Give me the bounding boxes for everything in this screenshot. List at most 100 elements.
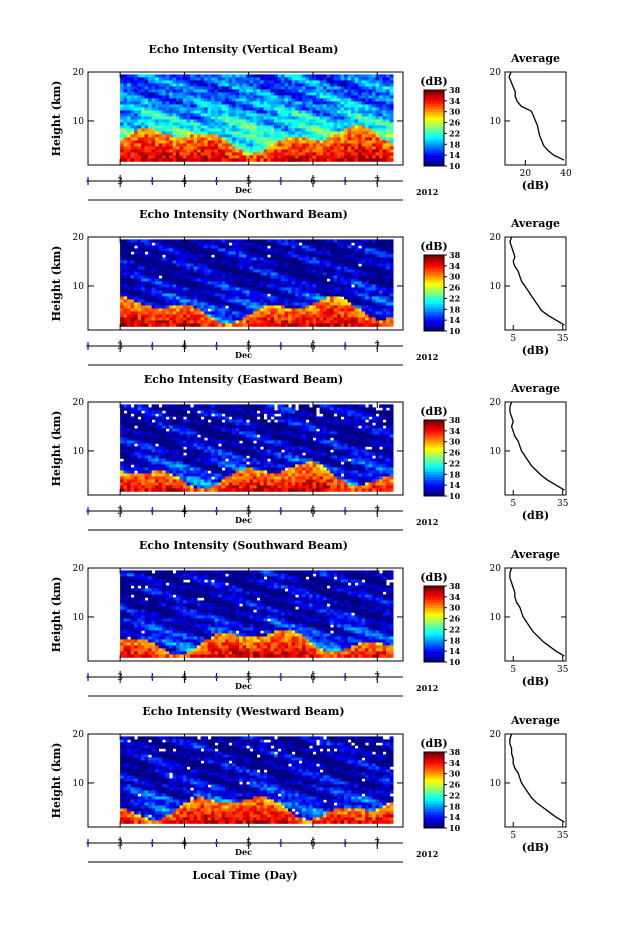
heatmap-cell: [172, 281, 177, 285]
heatmap-cell: [340, 266, 345, 270]
heatmap-cell: [249, 107, 254, 111]
heatmap-cell: [368, 131, 373, 135]
heatmap-cell: [148, 422, 152, 426]
heatmap-cell: [221, 86, 226, 90]
heatmap-cell: [211, 269, 215, 273]
heatmap-cell: [260, 278, 264, 282]
heatmap-cell: [179, 119, 184, 123]
heatmap-cell: [232, 239, 236, 243]
heatmap-cell: [218, 284, 222, 288]
heatmap-cell: [183, 260, 187, 264]
heatmap-cell: [200, 281, 205, 285]
heatmap-cell: [298, 323, 303, 327]
heatmap-cell: [302, 92, 306, 96]
heatmap-cell: [144, 77, 149, 81]
heatmap-cell: [151, 314, 156, 318]
colorbar-segment: [424, 125, 444, 129]
heatmap-cell: [207, 83, 212, 87]
heatmap-cell: [197, 128, 201, 132]
heatmap-cell: [190, 278, 194, 282]
heatmap-cell: [130, 92, 135, 96]
heatmap-cell: [134, 281, 138, 285]
heatmap-cell: [169, 284, 173, 288]
heatmap-cell: [288, 137, 292, 141]
heatmap-cell: [183, 113, 187, 117]
heatmap-cell: [256, 302, 261, 306]
heatmap-cell: [193, 257, 198, 261]
heatmap-cell: [281, 239, 285, 243]
heatmap-cell: [214, 254, 219, 258]
heatmap-cell: [169, 278, 173, 282]
heatmap-cell: [207, 242, 212, 246]
heatmap-cell: [298, 263, 303, 267]
heatmap-cell: [337, 125, 341, 129]
heatmap-cell: [361, 131, 366, 135]
heatmap-cell: [281, 134, 285, 138]
heatmap-cell: [330, 92, 334, 96]
heatmap-cell: [200, 239, 205, 243]
colorbar-tick-label: 18: [449, 139, 461, 149]
heatmap-cell: [295, 251, 299, 255]
heatmap-cell: [123, 257, 128, 261]
heatmap-cell: [197, 116, 201, 120]
heatmap-cell: [155, 302, 159, 306]
colorbar-segment: [424, 284, 444, 288]
heatmap-cell: [337, 278, 341, 282]
heatmap-cell: [228, 266, 233, 270]
heatmap-cell: [207, 239, 212, 243]
heatmap-cell: [186, 77, 191, 81]
heatmap-cell: [386, 143, 390, 147]
heatmap-cell: [389, 284, 394, 288]
heatmap-cell: [379, 284, 383, 288]
heatmap-cell: [337, 290, 341, 294]
heatmap-cell: [253, 146, 257, 150]
heatmap-cell: [127, 293, 131, 297]
colorbar-frame: [423, 89, 445, 167]
heatmap-cell: [183, 137, 187, 141]
heatmap-cell: [197, 113, 201, 117]
heatmap-cell: [274, 80, 278, 84]
heatmap-cell: [267, 92, 271, 96]
heatmap-cell: [253, 251, 257, 255]
heatmap-cell: [291, 299, 296, 303]
heatmap-cell: [305, 242, 310, 246]
heatmap-cell: [148, 299, 152, 303]
heatmap-cell: [358, 134, 362, 138]
heatmap-cell: [221, 101, 226, 105]
date-half-marker: [150, 344, 154, 348]
heatmap-cell: [148, 89, 152, 93]
heatmap-cell: [263, 134, 268, 138]
heatmap-cell: [389, 74, 394, 78]
heatmap-cell: [249, 155, 254, 159]
heatmap-cell: [365, 92, 369, 96]
heatmap-cell: [330, 134, 334, 138]
heatmap-cell: [358, 155, 362, 159]
heatmap-cell: [302, 83, 306, 87]
heatmap-cell: [354, 284, 359, 288]
heatmap-cell: [309, 302, 313, 306]
heatmap-cell: [249, 86, 254, 90]
heatmap-cell: [120, 302, 124, 306]
heatmap-cell: [351, 92, 355, 96]
heatmap-cell: [372, 299, 376, 303]
heatmap-cell: [256, 101, 261, 105]
avg-x-tick-label: 5: [510, 334, 516, 344]
heatmap-cell: [330, 299, 334, 303]
heatmap-cell: [309, 317, 313, 321]
heatmap-cell: [295, 74, 299, 78]
heatmap-cell: [256, 92, 261, 96]
heatmap-cell: [326, 293, 331, 297]
heatmap-cell: [246, 131, 250, 135]
heatmap-cell: [298, 140, 303, 144]
heatmap-cell: [382, 272, 387, 276]
heatmap-cell: [169, 83, 173, 87]
heatmap-cell: [375, 260, 380, 264]
heatmap-cell: [316, 155, 320, 159]
heatmap-cell: [246, 284, 250, 288]
colorbar-segment: [424, 117, 444, 121]
heatmap-cell: [235, 299, 240, 303]
heatmap-cell: [197, 248, 201, 252]
heatmap-cell: [186, 101, 191, 105]
heatmap-cell: [309, 107, 313, 111]
heatmap-cell: [120, 296, 124, 300]
